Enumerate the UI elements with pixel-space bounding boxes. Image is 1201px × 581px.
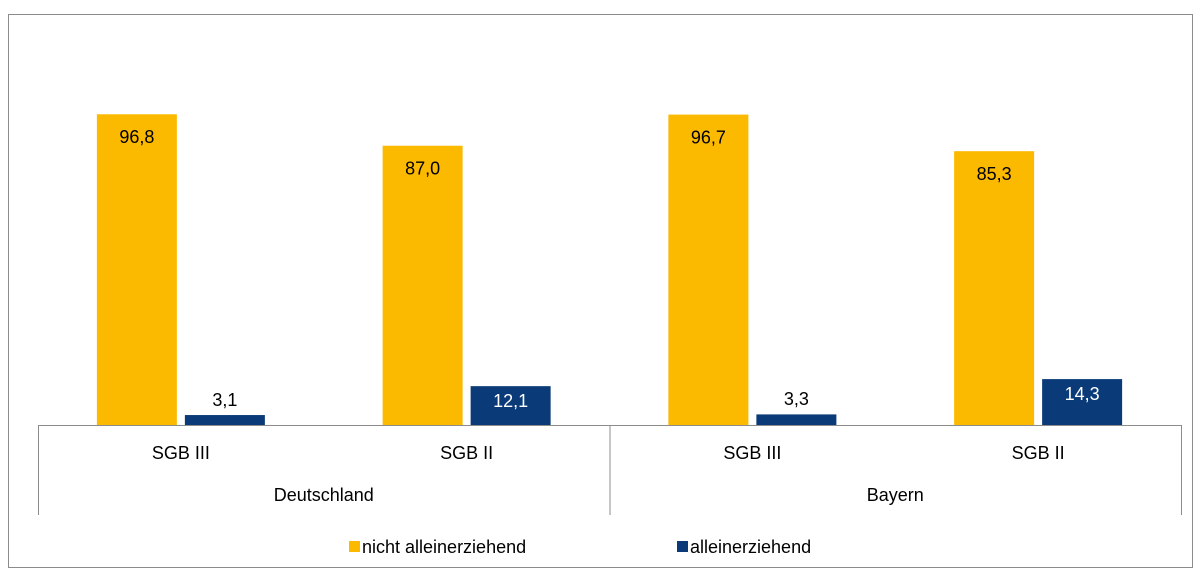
data-label: 12,1 bbox=[493, 391, 528, 411]
data-label: 14,3 bbox=[1065, 384, 1100, 404]
x-tick-label: SGB II bbox=[440, 443, 493, 463]
legend-label: nicht alleinerziehend bbox=[362, 537, 526, 557]
data-label: 3,3 bbox=[784, 389, 809, 409]
x-tick-label: SGB II bbox=[1012, 443, 1065, 463]
bar bbox=[756, 414, 837, 425]
bar bbox=[96, 114, 177, 425]
group-label: Deutschland bbox=[274, 485, 374, 505]
x-tick-label: SGB III bbox=[152, 443, 210, 463]
bar bbox=[382, 145, 463, 426]
legend-swatch bbox=[677, 541, 688, 552]
data-label: 85,3 bbox=[977, 164, 1012, 184]
bar bbox=[470, 386, 551, 425]
x-tick-label: SGB III bbox=[723, 443, 781, 463]
data-label: 3,1 bbox=[212, 390, 237, 410]
bar bbox=[668, 114, 749, 425]
data-label: 96,8 bbox=[119, 127, 154, 147]
bar bbox=[954, 151, 1035, 425]
data-label: 87,0 bbox=[405, 158, 440, 178]
bar bbox=[1042, 379, 1123, 425]
bar bbox=[184, 415, 265, 425]
data-label: 96,7 bbox=[691, 127, 726, 147]
legend-label: alleinerziehend bbox=[690, 537, 811, 557]
group-label: Bayern bbox=[867, 485, 924, 505]
legend-swatch bbox=[349, 541, 360, 552]
